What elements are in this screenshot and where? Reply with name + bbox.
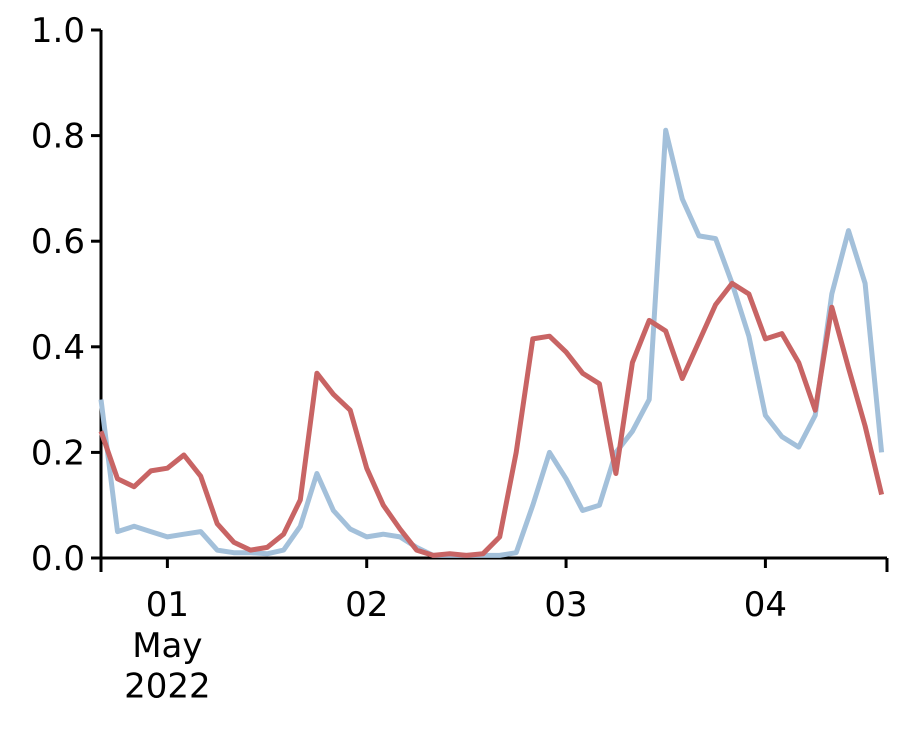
y-tick-label: 0.6	[31, 222, 85, 262]
series-line	[98, 280, 885, 558]
y-tick-label: 0.4	[31, 328, 85, 368]
y-tick-label: 1.0	[31, 11, 85, 51]
y-tick-label: 0.8	[31, 117, 85, 157]
y-tick-label: 0.0	[31, 539, 85, 579]
x-tick-label: 01 May 2022	[124, 585, 211, 707]
y-tick-label: 0.2	[31, 433, 85, 473]
x-tick-label: 04	[744, 585, 787, 625]
x-tick-label: 03	[544, 585, 587, 625]
series-line	[98, 127, 885, 558]
x-tick-label: 02	[345, 585, 388, 625]
